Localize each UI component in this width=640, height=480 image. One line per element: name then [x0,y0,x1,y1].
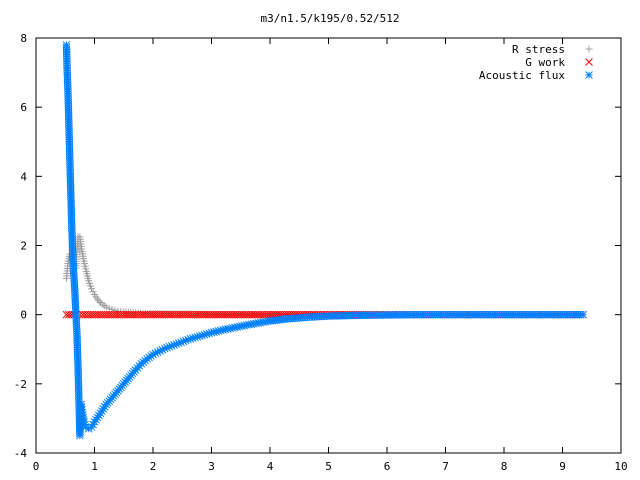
plot-area [62,41,587,440]
legend-label: G work [525,56,565,69]
x-tick-label: 9 [559,460,566,473]
y-tick-label: 0 [20,309,27,322]
marker-stroke [81,423,90,431]
series-acoustic-flux [62,41,587,440]
chart-title: m3/n1.5/k195/0.52/512 [260,12,399,25]
legend-marker [585,58,593,66]
y-tick-label: 4 [20,170,27,183]
data-point [93,295,101,303]
x-tick-label: 6 [384,460,391,473]
marker-stroke [579,310,587,319]
x-tick-label: 0 [33,460,40,473]
y-tick-label: -4 [14,447,28,460]
data-point [88,285,96,293]
data-point [89,288,97,296]
legend-label: Acoustic flux [479,69,565,82]
axis-ticks: 0 1 2 3 4 5 6 7 8 9 10 -4 -2 0 2 4 6 8 [14,32,628,473]
x-tick-label: 3 [208,460,215,473]
data-point [149,350,157,359]
x-tick-label: 8 [501,460,508,473]
y-tick-label: 2 [20,240,27,253]
marker-stroke [67,310,75,319]
x-tick-label: 2 [150,460,157,473]
legend-marker [585,71,593,79]
x-tick-label: 7 [442,460,449,473]
data-point [102,303,110,311]
legend-label: R stress [512,43,565,56]
data-point [579,310,587,319]
y-tick-label: 6 [20,101,27,114]
x-tick-label: 5 [325,460,332,473]
x-tick-label: 4 [267,460,274,473]
data-point [81,423,90,431]
series-r-stress [62,233,587,319]
data-point [95,297,103,305]
legend-marker [585,45,593,53]
y-tick-label: -2 [14,378,27,391]
marker-stroke [585,58,593,66]
data-point [105,304,113,312]
y-tick-label: 8 [20,32,27,45]
x-tick-label: 1 [91,460,98,473]
marker-stroke [585,71,593,79]
plot-frame [35,37,622,454]
x-tick-label: 10 [614,460,627,473]
